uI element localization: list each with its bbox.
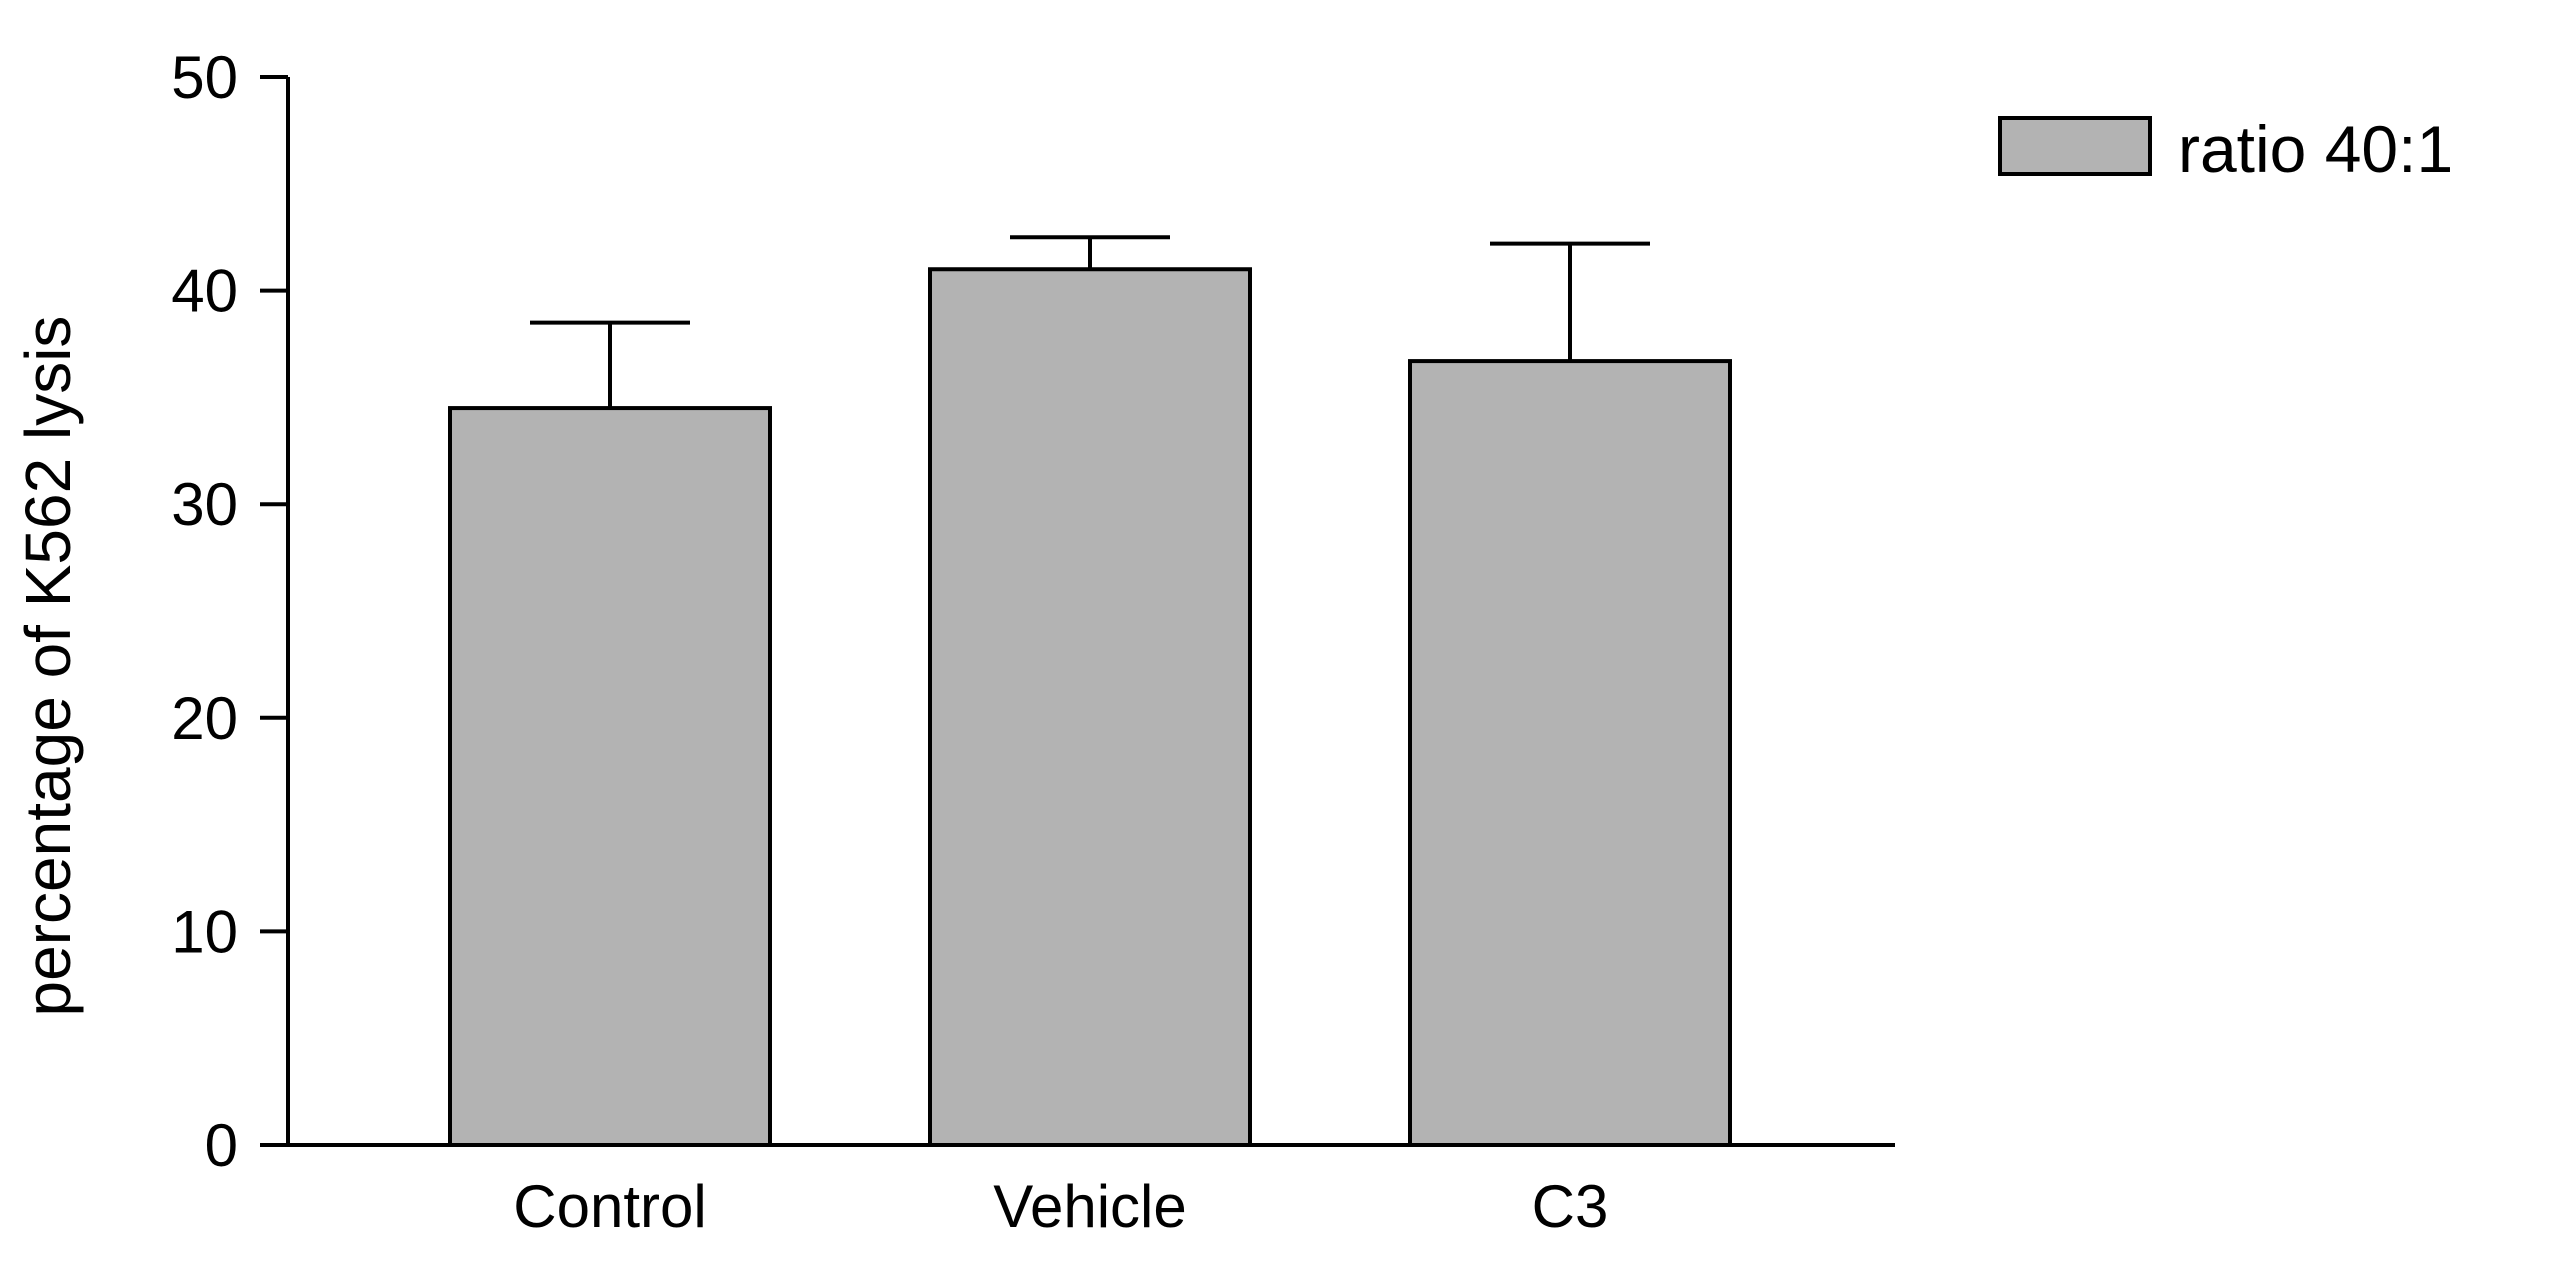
x-tick-label: C3 [1532,1173,1609,1240]
bar-vehicle [928,267,1252,1147]
y-tick-label: 20 [171,685,238,752]
y-tick-label: 0 [205,1112,238,1179]
y-tick-label: 40 [171,258,238,325]
y-tick-label: 30 [171,471,238,538]
y-axis-title: percentage of K562 lysis [12,316,84,1017]
legend: ratio 40:1 [1998,112,2453,186]
x-tick-label: Vehicle [993,1173,1186,1240]
bar-c3 [1408,359,1732,1147]
y-axis-ticks: 0 10 20 30 40 50 [171,44,288,1179]
y-tick-label: 50 [171,44,238,111]
legend-swatch [1998,116,2152,176]
legend-label: ratio 40:1 [2178,112,2453,186]
bar-control [448,406,772,1147]
x-tick-label: Control [513,1173,706,1240]
x-axis-ticks: Control Vehicle C3 [513,1173,1608,1240]
y-tick-label: 10 [171,898,238,965]
